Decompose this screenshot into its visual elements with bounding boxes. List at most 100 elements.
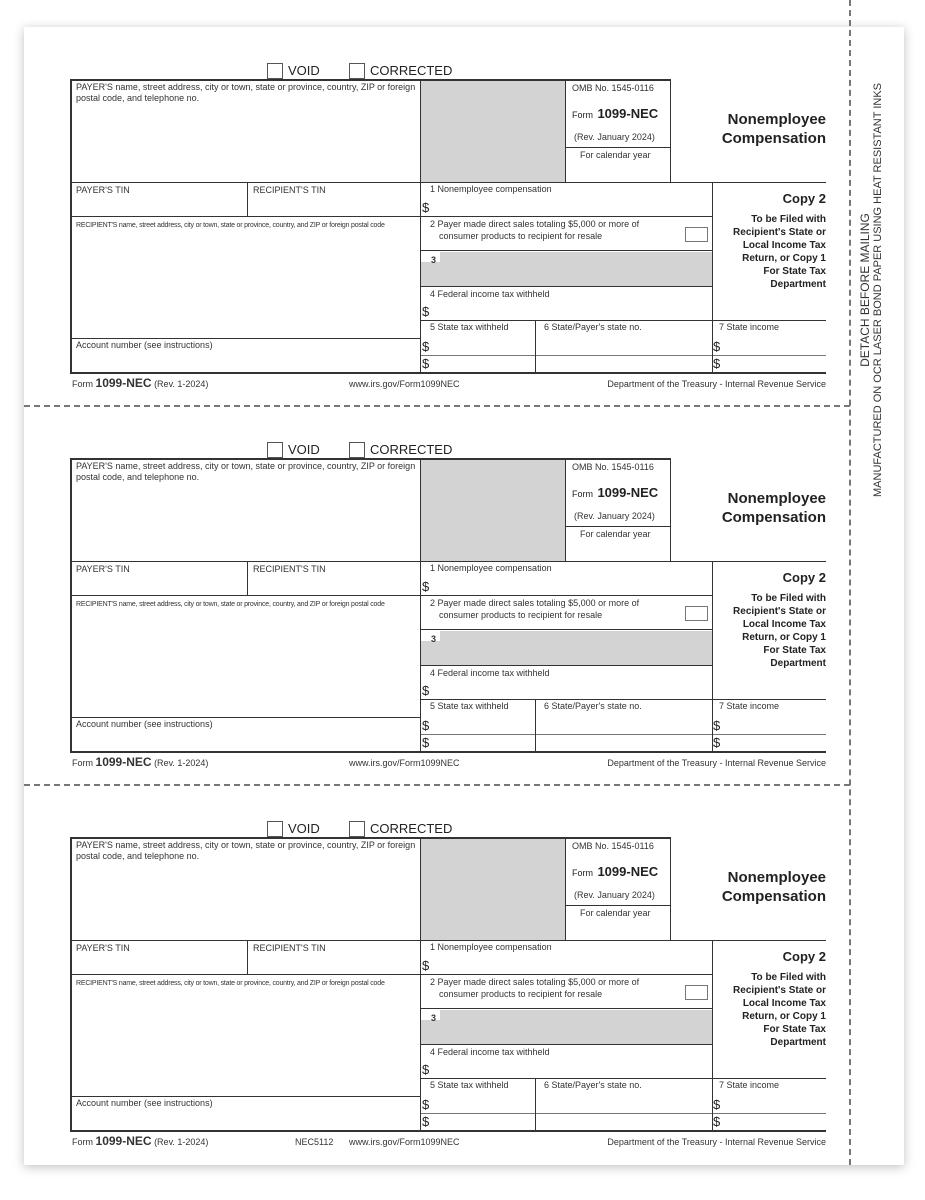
box3-shaded [421, 1020, 440, 1044]
payer-tin-field[interactable]: PAYER'S TIN [76, 185, 130, 195]
box5-field[interactable]: $ [422, 356, 430, 371]
rule [70, 837, 670, 839]
rule [70, 79, 670, 81]
rule [421, 1078, 826, 1079]
title-line: Compensation [721, 888, 826, 905]
rule [421, 250, 712, 251]
account-number-field[interactable]: Account number (see instructions) [76, 1098, 213, 1108]
payer-tin-field[interactable]: PAYER'S TIN [76, 564, 130, 574]
box2-label: consumer products to recipient for resal… [439, 610, 603, 620]
footer-url[interactable]: www.irs.gov/Form1099NEC [349, 1137, 460, 1147]
box1-field[interactable]: $ [422, 200, 430, 215]
corrected-label: CORRECTED [370, 63, 453, 78]
void-checkbox[interactable] [267, 821, 283, 837]
box7-field[interactable]: $ [713, 339, 721, 354]
box5-field[interactable]: $ [422, 339, 430, 354]
rule [712, 561, 713, 751]
detach-line [24, 405, 850, 407]
corrected-checkbox[interactable] [349, 442, 365, 458]
box5-field[interactable]: $ [422, 735, 430, 750]
rule [70, 458, 670, 460]
rule [421, 1008, 712, 1009]
box4-field[interactable]: $ [422, 1062, 430, 1077]
box4-field[interactable]: $ [422, 683, 430, 698]
form-1099-nec: VOID CORRECTED PAYER'S name, street addr… [0, 818, 925, 1158]
corrected-checkbox[interactable] [349, 821, 365, 837]
void-checkbox[interactable] [267, 63, 283, 79]
recipient-tin-field[interactable]: RECIPIENT'S TIN [253, 185, 326, 195]
rule [70, 372, 826, 374]
box1-field[interactable]: $ [422, 579, 430, 594]
copy-desc-line: Return, or Copy 1 [742, 632, 826, 643]
revision-date: (Rev. January 2024) [574, 890, 655, 900]
box2-label: 2 Payer made direct sales totaling $5,00… [430, 219, 640, 229]
box6-label: 6 State/Payer's state no. [544, 1080, 642, 1090]
copy-label: Copy 2 [782, 949, 826, 964]
box2-label: consumer products to recipient for resal… [439, 989, 603, 999]
box2-checkbox[interactable] [685, 985, 708, 1000]
box3-label: 3 [431, 255, 437, 265]
footer-department: Department of the Treasury - Internal Re… [607, 379, 826, 389]
title-line: Nonemployee [727, 490, 826, 507]
account-number-field[interactable]: Account number (see instructions) [76, 340, 213, 350]
account-number-field[interactable]: Account number (see instructions) [76, 719, 213, 729]
recipient-tin-field[interactable]: RECIPIENT'S TIN [253, 564, 326, 574]
payer-info-field[interactable]: PAYER'S name, street address, city or to… [76, 82, 416, 103]
copy-desc-line: Recipient's State or [733, 227, 826, 238]
copy-desc-line: For State Tax [763, 266, 826, 277]
shaded-area [421, 458, 565, 561]
recipient-info-field[interactable]: RECIPIENT'S name, street address, city o… [76, 980, 385, 987]
rule [670, 458, 671, 561]
copy-desc-line: Return, or Copy 1 [742, 1011, 826, 1022]
calendar-year-field[interactable]: For calendar year [580, 908, 651, 918]
footer-url[interactable]: www.irs.gov/Form1099NEC [349, 758, 460, 768]
box5-field[interactable]: $ [422, 718, 430, 733]
copy-desc-line: Department [770, 658, 826, 669]
rule [70, 595, 712, 596]
box7-field[interactable]: $ [713, 718, 721, 733]
recipient-info-field[interactable]: RECIPIENT'S name, street address, city o… [76, 222, 385, 229]
recipient-tin-field[interactable]: RECIPIENT'S TIN [253, 943, 326, 953]
box1-field[interactable]: $ [422, 958, 430, 973]
payer-tin-field[interactable]: PAYER'S TIN [76, 943, 130, 953]
footer-form-number: 1099-NEC [95, 755, 152, 769]
box4-label: 4 Federal income tax withheld [430, 289, 550, 299]
rule [70, 561, 826, 562]
box7-field[interactable]: $ [713, 735, 721, 750]
corrected-checkbox[interactable] [349, 63, 365, 79]
box1-label: 1 Nonemployee compensation [430, 942, 552, 952]
payer-info-field[interactable]: PAYER'S name, street address, city or to… [76, 840, 416, 861]
box2-checkbox[interactable] [685, 227, 708, 242]
footer-url[interactable]: www.irs.gov/Form1099NEC [349, 379, 460, 389]
copy-desc-line: Department [770, 1037, 826, 1048]
calendar-year-field[interactable]: For calendar year [580, 529, 651, 539]
copy-description: To be Filed with Recipient's State or Lo… [733, 213, 826, 291]
box5-field[interactable]: $ [422, 1097, 430, 1112]
payer-info-field[interactable]: PAYER'S name, street address, city or to… [76, 461, 416, 482]
form-id: Form 1099-NEC [572, 484, 658, 502]
rule [70, 717, 420, 718]
detach-line [24, 784, 850, 786]
box7-field[interactable]: $ [713, 1097, 721, 1112]
box4-field[interactable]: $ [422, 304, 430, 319]
box6-label: 6 State/Payer's state no. [544, 322, 642, 332]
box7-field[interactable]: $ [713, 1114, 721, 1129]
rule [670, 79, 671, 182]
rule [565, 526, 670, 527]
rule [421, 1044, 712, 1045]
form-number: 1099-NEC [597, 106, 659, 121]
rule [712, 940, 713, 1130]
box5-field[interactable]: $ [422, 1114, 430, 1129]
footer-form-word: Form [72, 379, 93, 389]
box7-field[interactable]: $ [713, 356, 721, 371]
recipient-info-field[interactable]: RECIPIENT'S name, street address, city o… [76, 601, 385, 608]
box2-checkbox[interactable] [685, 606, 708, 621]
box1-label: 1 Nonemployee compensation [430, 184, 552, 194]
copy-label: Copy 2 [782, 191, 826, 206]
void-checkbox[interactable] [267, 442, 283, 458]
calendar-year-field[interactable]: For calendar year [580, 150, 651, 160]
omb-number: OMB No. 1545-0116 [572, 841, 654, 851]
rule [565, 837, 566, 940]
footer-department: Department of the Treasury - Internal Re… [607, 1137, 826, 1147]
box3-shaded [440, 252, 712, 286]
